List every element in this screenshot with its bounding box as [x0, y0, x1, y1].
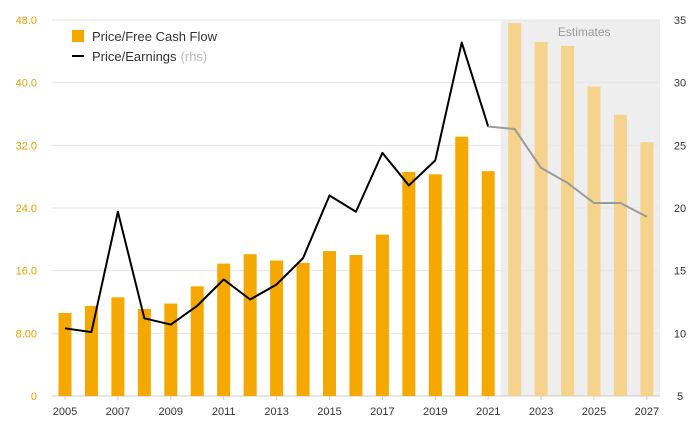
estimates-label: Estimates: [558, 25, 611, 39]
bar-2014: [296, 262, 310, 396]
bar-2010: [190, 286, 204, 396]
bar-2008: [137, 309, 151, 396]
bar-2013: [270, 260, 284, 396]
x-tick-label: 2021: [476, 406, 500, 418]
x-tick-label: 2011: [212, 406, 236, 418]
y-right-tick-label: 15: [674, 266, 686, 278]
y-right-tick-label: 35: [674, 15, 686, 27]
chart-legend: Price/Free Cash Flow Price/Earnings (rhs…: [72, 26, 217, 66]
y-right-tick-label: 10: [674, 328, 686, 340]
bar-2025: [587, 86, 601, 396]
y-left-tick-label: 32.0: [16, 140, 37, 152]
x-tick-label: 2025: [582, 406, 606, 418]
bar-2005: [58, 312, 72, 396]
legend-item-bars: Price/Free Cash Flow: [72, 26, 217, 46]
x-tick-label: 2027: [635, 406, 659, 418]
x-tick-label: 2019: [423, 406, 447, 418]
bar-2017: [375, 234, 389, 396]
x-tick-label: 2007: [106, 406, 130, 418]
y-right-tick-label: 30: [674, 78, 686, 90]
x-tick-label: 2017: [370, 406, 394, 418]
x-tick-label: 2015: [317, 406, 341, 418]
y-right-tick-label: 5: [677, 391, 683, 403]
y-left-tick-label: 48.0: [16, 15, 37, 27]
legend-label-line-suffix: (rhs): [180, 48, 208, 64]
bar-2018: [402, 171, 416, 396]
y-right-tick-label: 25: [674, 140, 686, 152]
line-series-estimate: [488, 125, 648, 218]
bar-2027: [640, 142, 654, 396]
line-series-actual: [64, 41, 490, 334]
bar-2007: [111, 297, 125, 396]
x-tick-label: 2005: [53, 406, 77, 418]
bar-2023: [534, 41, 548, 396]
bar-2022: [508, 23, 522, 397]
bar-2006: [84, 305, 98, 396]
bar-2026: [613, 114, 627, 397]
legend-item-line: Price/Earnings (rhs): [72, 46, 217, 66]
x-tick-label: 2013: [264, 406, 288, 418]
x-tick-label: 2023: [529, 406, 553, 418]
y-left-tick-label: 40.0: [16, 78, 37, 90]
legend-swatch-line: [72, 55, 84, 57]
y-left-tick-label: 0: [31, 391, 37, 403]
bar-2024: [561, 45, 575, 396]
y-left-tick-label: 24.0: [16, 203, 37, 215]
bar-2021: [481, 171, 495, 396]
legend-label-line: Price/Earnings: [92, 48, 177, 64]
y-right-tick-label: 20: [674, 203, 686, 215]
bar-2019: [428, 174, 442, 396]
bar-2011: [217, 263, 231, 396]
bar-2009: [164, 303, 178, 396]
legend-swatch-bars: [72, 30, 84, 42]
y-left-tick-label: 8.00: [16, 328, 37, 340]
y-left-tick-label: 16.0: [16, 266, 37, 278]
bar-2016: [349, 255, 363, 396]
bar-2015: [323, 251, 336, 396]
x-tick-label: 2009: [159, 406, 183, 418]
legend-label-bars: Price/Free Cash Flow: [92, 28, 217, 44]
bar-2020: [455, 136, 469, 396]
bar-2012: [243, 254, 257, 396]
